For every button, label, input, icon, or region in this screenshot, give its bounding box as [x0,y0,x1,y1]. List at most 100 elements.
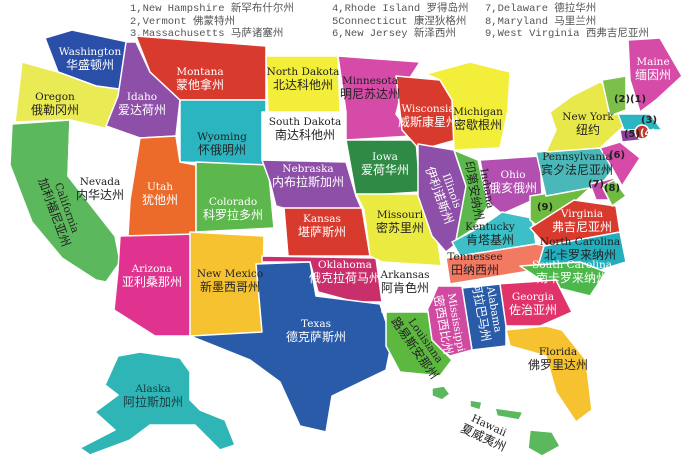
state-name-en: Utah [147,181,173,193]
state-name-en: Arkansas [379,269,429,281]
state-label-mn: Minnesota 明尼苏达州 [340,75,400,101]
state-label-nd: North Dakota 北达科他州 [267,66,340,92]
state-label-nm: New Mexico 新墨西哥州 [197,268,263,294]
state-label-ar: Arkansas 阿肯色州 [379,269,429,295]
legend-item: 9,West Virginia 西弗吉尼亚州 [485,28,649,40]
state-name-cn: 怀俄明州 [198,143,246,157]
state-me[interactable] [627,37,683,113]
state-marker-vt: (2) [614,94,630,105]
state-name-en: Wisconsia [401,103,454,115]
state-name-en: Georgia [512,291,554,303]
state-label-sd: South Dakota 南达科他州 [269,116,341,142]
legend-item: 2,Vermont 佛蒙特州 [130,15,236,28]
state-ri[interactable] [634,124,650,140]
state-name-en: Virginia [560,208,603,220]
state-name-en: Arizona [131,263,173,275]
state-name-cn: 密歇根州 [454,117,502,132]
state-vt[interactable] [601,75,627,117]
legend-item: 5Connecticut 康涅狄格州 [332,15,467,28]
state-nj[interactable] [599,141,641,187]
state-name-en: Washington [59,46,122,58]
state-name-en: Maine [636,56,669,68]
state-name-cn: 华盛顿州 [66,57,114,72]
state-name-cn: 佐治亚州 [509,303,557,317]
state-label-nv: Nevada 内华达州 [76,176,124,202]
state-label-sc: South Carolina 南卡罗来纳州 [532,259,612,285]
state-label-wy: Wyoming 怀俄明州 [197,131,247,157]
state-name-cn: 缅因州 [635,68,671,82]
state-name-cn: 肯塔基州 [466,233,514,247]
state-name-cn: 蒙他拿州 [176,77,224,92]
state-nv[interactable] [67,119,141,237]
state-ma[interactable] [617,113,663,131]
state-label-ut: Utah 犹他州 [142,181,178,207]
state-name-en: South Dakota [269,116,341,128]
state-name-cn: 北卡罗来纳州 [544,248,616,262]
state-fl[interactable] [505,325,593,423]
state-nc[interactable] [537,231,627,271]
state-ok[interactable] [261,255,383,303]
state-ar[interactable] [381,261,447,313]
state-hi[interactable] [431,385,561,457]
state-name-en: Texas [301,318,331,330]
state-name-cn: 内布拉斯加州 [272,174,344,189]
state-marker-nj: (6) [609,150,625,161]
state-label-ks: Kansas 堪萨斯州 [298,213,346,239]
state-va[interactable] [529,199,621,247]
state-name-cn: 北达科他州 [273,78,333,92]
legend-item: 6,New Jersey 新泽西州 [332,28,456,40]
state-label-mt: Montana 蒙他拿州 [176,66,224,92]
state-name-cn: 爱荷华州 [361,163,409,177]
state-label-nc: North Carolina 北卡罗来纳州 [540,236,620,262]
state-name-cn: 佛罗里达州 [528,358,588,372]
state-label-ok: Oklahoma 俄克拉荷马州 [309,259,381,285]
state-label-or: Oregon 俄勒冈州 [31,91,79,117]
state-name-en: Kansas [303,213,341,225]
state-marker-md: (8) [604,183,620,194]
state-name-cn: 俄亥俄州 [489,181,537,195]
state-label-ny: New York 纽约 [562,111,614,137]
state-marker-de: (7) [588,179,604,190]
state-oh[interactable] [479,155,543,215]
state-marker-ct: (5) [624,129,640,140]
legend-item: 7,Delaware 德拉华州 [485,3,597,15]
state-name-cn: 田纳西州 [451,263,499,277]
state-co[interactable] [195,161,275,233]
state-shapes [9,29,683,457]
state-la[interactable] [385,311,453,377]
state-name-cn: 亚利桑那州 [122,275,182,289]
state-label-oh: Ohio 俄亥俄州 [489,169,537,195]
state-name-en: New York [562,111,614,123]
state-in[interactable] [453,149,489,241]
state-name-en: North Dakota [267,66,340,78]
state-label-fl: Florida 佛罗里达州 [528,346,588,372]
state-label-wa: Washington 华盛顿州 [59,46,122,72]
state-name-cn: 南达科他州 [275,127,335,142]
state-name-cn: 威斯康星州 [398,114,458,129]
state-name-en: Nevada [80,176,121,188]
state-ak[interactable] [79,351,236,456]
state-label-wi: Wisconsia 威斯康星州 [398,103,458,129]
state-name-en: Idaho [127,91,157,103]
state-name-en: New Mexico [197,268,263,280]
state-name-en: Oklahoma [318,259,372,271]
state-name-cn: 弗吉尼亚州 [552,220,612,234]
state-label-ak: Alaska 阿拉斯加州 [123,383,183,409]
state-md[interactable] [601,179,627,207]
state-name-en: Wyoming [197,131,247,143]
state-name-cn: 宾夕法尼亚州 [541,162,613,177]
legend-column-1: 1,New Hampshire 新罕布什尔州 2,Vermont 佛蒙特州 3,… [130,3,294,41]
state-name-en: Nebraska [282,163,333,175]
state-name-en: South Carolina [532,259,612,271]
state-tx[interactable] [189,261,393,433]
state-name-en: Ohio [500,169,525,181]
state-name-en: Pennsylvania [542,151,612,163]
legend-item: 3,Massachusetts 马萨诸塞州 [130,28,284,40]
state-name-en: Iowa [372,151,398,163]
state-nd[interactable] [265,55,341,113]
state-name-en: Missouri [377,209,424,221]
state-name-en: Tennessee [447,251,502,263]
state-mi[interactable] [425,61,511,151]
state-label-mi: Michigan 密歇根州 [453,106,503,132]
state-label-pa: Pennsylvania 宾夕法尼亚州 [541,151,613,177]
